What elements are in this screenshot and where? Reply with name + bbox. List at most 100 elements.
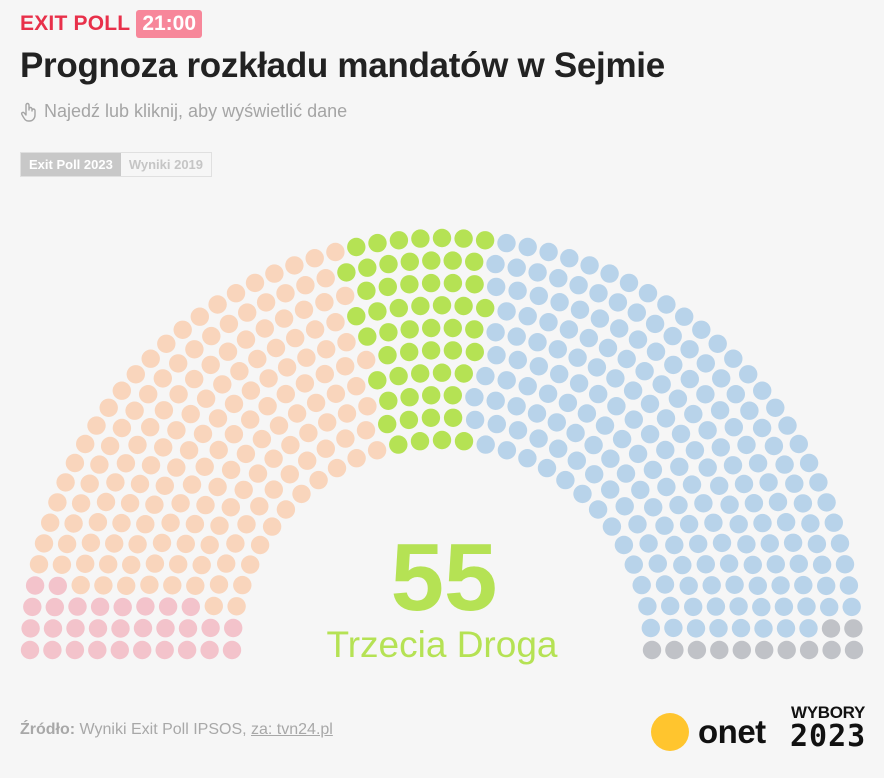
seat-dot[interactable] [139,385,158,404]
seat-dot[interactable] [65,453,85,473]
seat-dot[interactable] [122,555,141,575]
seat-dot[interactable] [706,597,726,616]
seat-dot[interactable] [739,365,758,384]
seat-dot[interactable] [549,439,568,458]
seat-dot[interactable] [358,327,377,346]
seat-dot[interactable] [117,576,136,595]
seat-dot[interactable] [844,640,864,660]
seat-dot[interactable] [306,393,326,413]
seat-dot[interactable] [673,555,692,575]
seat-dot[interactable] [176,534,195,554]
seat-dot[interactable] [136,597,155,616]
seat-dot[interactable] [588,500,608,519]
seat-dot[interactable] [797,597,816,616]
seat-dot[interactable] [752,597,771,617]
seat-dot[interactable] [25,576,45,595]
seat-dot[interactable] [20,640,40,660]
seat-dot[interactable] [217,554,236,573]
seat-dot[interactable] [389,298,408,318]
seat-dot[interactable] [497,441,517,460]
seat-dot[interactable] [487,414,506,434]
seat-dot[interactable] [443,386,462,405]
seat-dot[interactable] [766,398,785,417]
seat-dot[interactable] [45,597,64,617]
seat-dot[interactable] [43,619,63,638]
seat-dot[interactable] [568,348,587,367]
seat-dot[interactable] [111,619,130,638]
seat-dot[interactable] [624,555,643,574]
seat-dot[interactable] [778,416,797,435]
seat-dot[interactable] [347,377,366,396]
seat-dot[interactable] [178,619,198,638]
seat-dot[interactable] [776,619,796,638]
seat-dot[interactable] [507,258,526,277]
seat-dot[interactable] [358,258,377,277]
seat-dot[interactable] [821,619,841,638]
seat-dot[interactable] [768,492,788,512]
seat-dot[interactable] [652,375,671,394]
seat-dot[interactable] [679,576,698,595]
seat-dot[interactable] [179,441,199,460]
seat-dot[interactable] [573,484,592,504]
seat-dot[interactable] [169,354,188,373]
seat-dot[interactable] [579,328,598,348]
source-link[interactable]: za: tvn24.pl [251,721,333,738]
seat-dot[interactable] [347,449,366,468]
seat-dot[interactable] [663,326,682,346]
seat-dot[interactable] [422,318,441,338]
seat-dot[interactable] [219,314,239,334]
seat-dot[interactable] [793,494,813,513]
seat-dot[interactable] [538,384,558,403]
seat-dot[interactable] [236,330,256,349]
seat-dot[interactable] [655,516,674,535]
seat-dot[interactable] [465,275,484,294]
seat-dot[interactable] [400,252,419,271]
seat-dot[interactable] [182,475,202,494]
seat-dot[interactable] [817,493,836,512]
seat-dot[interactable] [128,435,147,455]
seat-dot[interactable] [486,254,505,274]
seat-dot[interactable] [154,438,173,457]
seat-dot[interactable] [269,416,289,435]
seat-dot[interactable] [732,640,751,660]
seat-dot[interactable] [687,640,707,660]
seat-dot[interactable] [664,618,683,638]
seat-dot[interactable] [347,307,366,326]
seat-dot[interactable] [638,284,658,303]
seat-dot[interactable] [379,254,398,274]
seat-dot[interactable] [617,349,636,369]
seat-dot[interactable] [726,385,745,404]
seat-dot[interactable] [326,242,345,262]
seat-dot[interactable] [76,434,95,454]
seat-dot[interactable] [684,597,703,617]
seat-dot[interactable] [411,364,430,383]
seat-dot[interactable] [487,346,506,365]
seat-dot[interactable] [422,386,441,405]
seat-dot[interactable] [185,340,204,359]
seat-dot[interactable] [105,534,124,553]
seat-dot[interactable] [842,597,861,617]
seat-dot[interactable] [465,320,484,339]
seat-dot[interactable] [686,619,706,638]
seat-dot[interactable] [29,555,49,574]
seat-dot[interactable] [326,313,345,332]
seat-dot[interactable] [186,576,205,595]
seat-dot[interactable] [358,397,377,416]
seat-dot[interactable] [682,475,702,494]
seat-dot[interactable] [201,618,220,638]
seat-dot[interactable] [648,554,667,573]
seat-dot[interactable] [230,362,249,381]
seat-dot[interactable] [200,640,219,660]
seat-dot[interactable] [43,640,62,660]
seat-dot[interactable] [668,389,688,408]
seat-dot[interactable] [378,346,397,365]
seat-dot[interactable] [337,404,357,423]
seat-dot[interactable] [709,619,728,638]
seat-dot[interactable] [822,640,841,660]
seat-dot[interactable] [610,319,629,338]
seat-dot[interactable] [454,364,473,383]
seat-dot[interactable] [606,369,625,388]
seat-dot[interactable] [120,494,140,513]
seat-dot[interactable] [241,381,261,400]
